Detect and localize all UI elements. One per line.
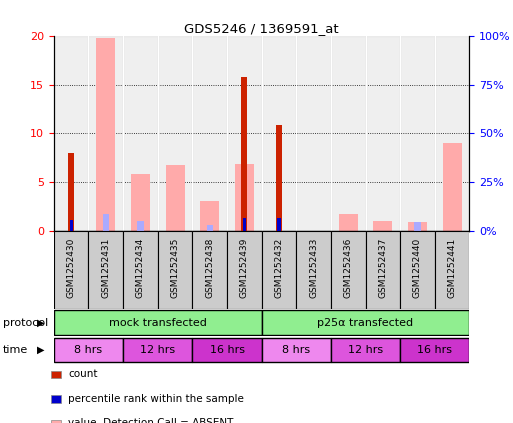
Text: GSM1252438: GSM1252438 (205, 238, 214, 298)
Bar (70, 220, 73, 231)
Text: mock transfected: mock transfected (109, 318, 207, 327)
Text: percentile rank within the sample: percentile rank within the sample (68, 394, 244, 404)
Bar (200, 201, 219, 231)
Text: GSM1252432: GSM1252432 (274, 238, 284, 298)
Text: time: time (3, 345, 28, 355)
Bar (400, 338, 469, 363)
Text: GSM1252434: GSM1252434 (136, 238, 145, 298)
Text: 8 hrs: 8 hrs (282, 345, 310, 355)
Text: p25α transfected: p25α transfected (318, 318, 413, 327)
Bar (400, 36, 435, 231)
Bar (235, 165, 254, 231)
Bar (408, 222, 427, 231)
Text: protocol: protocol (3, 318, 48, 327)
Text: 8 hrs: 8 hrs (74, 345, 103, 355)
Bar (137, 221, 144, 231)
Bar (131, 174, 150, 231)
Text: count: count (68, 369, 98, 379)
Text: GSM1252430: GSM1252430 (67, 238, 76, 298)
Bar (123, 338, 192, 363)
Bar (331, 338, 400, 363)
Bar (207, 225, 213, 231)
Bar (96, 38, 115, 231)
Bar (54, 310, 262, 335)
Bar (296, 36, 331, 231)
Text: GSM1252437: GSM1252437 (378, 238, 387, 298)
Bar (278, 218, 281, 231)
Bar (262, 310, 469, 335)
Text: ▶: ▶ (37, 345, 45, 355)
Text: 16 hrs: 16 hrs (417, 345, 452, 355)
Bar (192, 36, 227, 231)
Text: GSM1252431: GSM1252431 (101, 238, 110, 298)
Text: value, Detection Call = ABSENT: value, Detection Call = ABSENT (68, 418, 233, 423)
Bar (192, 231, 227, 309)
Bar (242, 77, 247, 231)
Bar (331, 36, 365, 231)
Bar (123, 36, 157, 231)
Text: GSM1252439: GSM1252439 (240, 238, 249, 298)
Bar (415, 222, 421, 231)
Bar (435, 36, 469, 231)
Bar (262, 231, 296, 309)
Bar (331, 231, 365, 309)
Bar (443, 143, 462, 231)
Title: GDS5246 / 1369591_at: GDS5246 / 1369591_at (184, 22, 339, 35)
Bar (373, 221, 392, 231)
Bar (123, 231, 158, 309)
Bar (262, 338, 331, 363)
Text: GSM1252440: GSM1252440 (413, 238, 422, 298)
Bar (88, 36, 123, 231)
Text: 16 hrs: 16 hrs (209, 345, 245, 355)
Bar (54, 231, 88, 309)
Bar (166, 165, 185, 231)
Bar (88, 231, 123, 309)
Bar (365, 36, 400, 231)
Text: GSM1252436: GSM1252436 (344, 238, 353, 298)
Bar (54, 338, 123, 363)
Bar (400, 231, 435, 309)
Text: 12 hrs: 12 hrs (348, 345, 383, 355)
Text: GSM1252433: GSM1252433 (309, 238, 318, 298)
Bar (103, 214, 109, 231)
Bar (192, 338, 262, 363)
Text: GSM1252435: GSM1252435 (170, 238, 180, 298)
Bar (243, 218, 246, 231)
Bar (227, 231, 262, 309)
Bar (262, 36, 296, 231)
Bar (157, 36, 192, 231)
Bar (54, 36, 88, 231)
Bar (276, 126, 282, 231)
Bar (339, 214, 358, 231)
Text: 12 hrs: 12 hrs (140, 345, 175, 355)
Bar (158, 231, 192, 309)
Text: GSM1252441: GSM1252441 (447, 238, 457, 298)
Bar (435, 231, 469, 309)
Bar (227, 36, 262, 231)
Text: ▶: ▶ (37, 318, 45, 327)
Bar (68, 153, 74, 231)
Bar (296, 231, 331, 309)
Bar (365, 231, 400, 309)
